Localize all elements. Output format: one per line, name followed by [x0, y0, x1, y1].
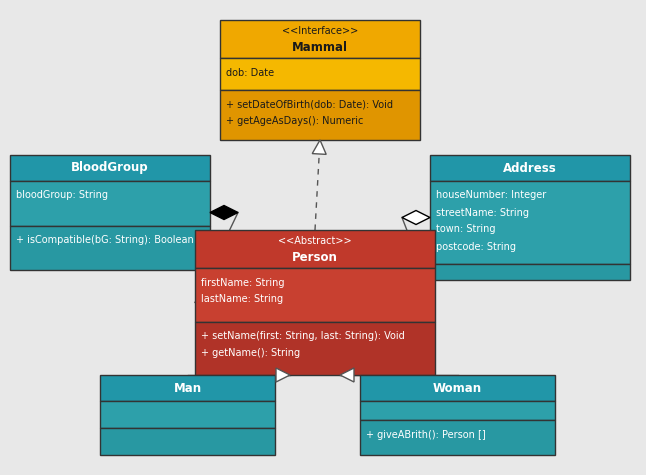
- Bar: [220, 20, 420, 58]
- Polygon shape: [276, 368, 290, 382]
- Text: + getAgeAsDays(): Numeric: + getAgeAsDays(): Numeric: [226, 116, 363, 126]
- Bar: [220, 90, 420, 140]
- Text: + setName(first: String, last: String): Void: + setName(first: String, last: String): …: [201, 331, 405, 341]
- Bar: [10, 181, 210, 226]
- Bar: [100, 375, 275, 401]
- Polygon shape: [312, 140, 326, 154]
- Text: <<Interface>>: <<Interface>>: [282, 27, 358, 37]
- Bar: [360, 375, 555, 401]
- Text: dob: Date: dob: Date: [226, 67, 274, 77]
- Text: BloodGroup: BloodGroup: [71, 162, 149, 174]
- Text: postcode: String: postcode: String: [436, 241, 516, 251]
- Bar: [100, 428, 275, 455]
- Text: Mammal: Mammal: [292, 41, 348, 54]
- Bar: [195, 230, 435, 268]
- Text: <<Abstract>>: <<Abstract>>: [278, 237, 352, 247]
- Bar: [195, 322, 435, 375]
- Text: Woman: Woman: [433, 381, 482, 395]
- Bar: [10, 155, 210, 181]
- Text: Person: Person: [292, 251, 338, 264]
- Text: + getName(): String: + getName(): String: [201, 348, 300, 358]
- Text: Address: Address: [503, 162, 557, 174]
- Bar: [195, 268, 435, 322]
- Text: Man: Man: [173, 381, 202, 395]
- Polygon shape: [210, 206, 238, 219]
- Bar: [430, 181, 630, 264]
- Bar: [360, 401, 555, 420]
- Polygon shape: [340, 368, 354, 382]
- Text: bloodGroup: String: bloodGroup: String: [16, 190, 108, 200]
- Polygon shape: [402, 210, 430, 225]
- Text: + setDateOfBirth(dob: Date): Void: + setDateOfBirth(dob: Date): Void: [226, 99, 393, 109]
- Text: streetName: String: streetName: String: [436, 208, 529, 218]
- Text: + isCompatible(bG: String): Boolean: + isCompatible(bG: String): Boolean: [16, 235, 194, 245]
- Bar: [220, 58, 420, 90]
- Text: firstName: String: firstName: String: [201, 277, 284, 287]
- Bar: [360, 420, 555, 455]
- Text: + giveABrith(): Person []: + giveABrith(): Person []: [366, 430, 486, 440]
- Text: lastName: String: lastName: String: [201, 294, 283, 304]
- Text: town: String: town: String: [436, 225, 495, 235]
- Bar: [430, 264, 630, 280]
- Bar: [100, 401, 275, 428]
- Bar: [10, 226, 210, 270]
- Text: houseNumber: Integer: houseNumber: Integer: [436, 190, 547, 200]
- Bar: [430, 155, 630, 181]
